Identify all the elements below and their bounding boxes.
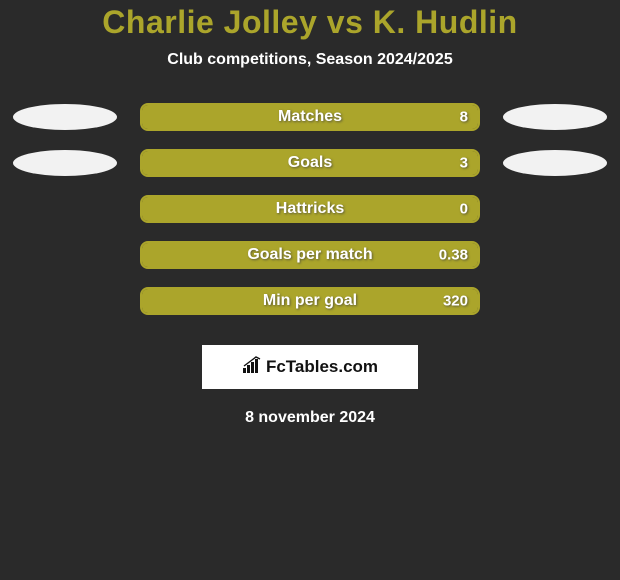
right-slot bbox=[500, 241, 610, 269]
left-slot bbox=[10, 103, 120, 131]
stat-row: Matches 8 bbox=[0, 103, 620, 131]
stat-label: Goals bbox=[288, 154, 332, 172]
stat-bar: Goals per match 0.38 bbox=[140, 241, 480, 269]
stat-bar: Min per goal 320 bbox=[140, 287, 480, 315]
stat-label: Matches bbox=[278, 108, 342, 126]
brand-text: FcTables.com bbox=[266, 357, 378, 377]
stat-value: 320 bbox=[443, 293, 468, 310]
stat-value: 0.38 bbox=[439, 247, 468, 264]
stat-value: 3 bbox=[460, 155, 468, 172]
stat-label: Hattricks bbox=[276, 200, 344, 218]
stat-label: Goals per match bbox=[247, 246, 372, 264]
right-slot bbox=[500, 287, 610, 315]
stat-row: Goals per match 0.38 bbox=[0, 241, 620, 269]
stat-row: Hattricks 0 bbox=[0, 195, 620, 223]
player2-marker bbox=[503, 150, 607, 176]
brand-chart-icon bbox=[242, 356, 264, 379]
comparison-container: Charlie Jolley vs K. Hudlin Club competi… bbox=[0, 0, 620, 427]
date-label: 8 november 2024 bbox=[0, 409, 620, 427]
left-slot bbox=[10, 195, 120, 223]
stat-label: Min per goal bbox=[263, 292, 357, 310]
brand-box[interactable]: FcTables.com bbox=[202, 345, 418, 389]
right-slot bbox=[500, 149, 610, 177]
stat-rows: Matches 8 Goals 3 Hattricks 0 Goals per match 0… bbox=[0, 103, 620, 315]
page-title: Charlie Jolley vs K. Hudlin bbox=[0, 4, 620, 41]
subtitle: Club competitions, Season 2024/2025 bbox=[0, 51, 620, 69]
right-slot bbox=[500, 103, 610, 131]
player1-marker bbox=[13, 150, 117, 176]
player1-marker bbox=[13, 104, 117, 130]
stat-bar: Matches 8 bbox=[140, 103, 480, 131]
left-slot bbox=[10, 241, 120, 269]
left-slot bbox=[10, 149, 120, 177]
player2-marker bbox=[503, 104, 607, 130]
left-slot bbox=[10, 287, 120, 315]
stat-value: 0 bbox=[460, 201, 468, 218]
right-slot bbox=[500, 195, 610, 223]
stat-bar: Hattricks 0 bbox=[140, 195, 480, 223]
stat-row: Min per goal 320 bbox=[0, 287, 620, 315]
stat-bar: Goals 3 bbox=[140, 149, 480, 177]
stat-value: 8 bbox=[460, 109, 468, 126]
stat-row: Goals 3 bbox=[0, 149, 620, 177]
